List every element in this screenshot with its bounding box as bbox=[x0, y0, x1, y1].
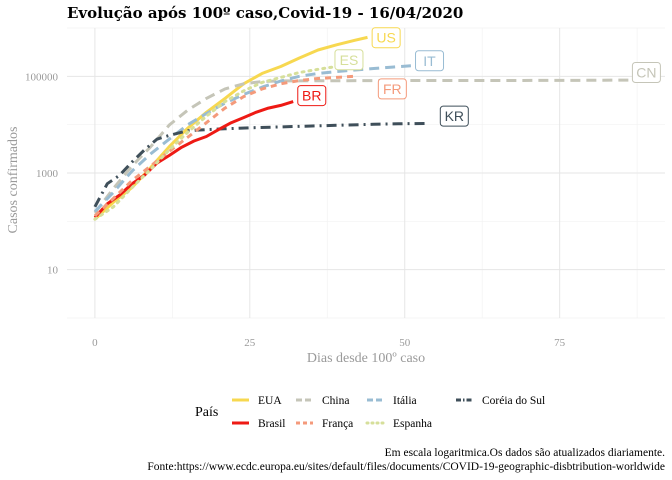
series-br-line bbox=[93, 100, 294, 219]
label-box bbox=[377, 78, 407, 100]
legend-label: China bbox=[322, 395, 349, 407]
legend-label: Espanha bbox=[393, 418, 432, 430]
legend-label: França bbox=[322, 418, 353, 430]
label-text: FR bbox=[383, 81, 402, 97]
legend-item: Brasil bbox=[232, 418, 285, 430]
x-tick-label: 50 bbox=[399, 337, 411, 349]
series-label-us: US bbox=[371, 27, 401, 49]
label-text: CN bbox=[636, 65, 656, 81]
label-text: BR bbox=[302, 88, 321, 104]
label-box bbox=[334, 49, 364, 71]
label-text: KR bbox=[445, 108, 464, 124]
series-label-es: ES bbox=[334, 49, 364, 71]
x-tick-label: 25 bbox=[244, 337, 256, 349]
legend-item: França bbox=[296, 418, 353, 430]
plot-grid bbox=[67, 27, 665, 319]
y-tick-label: 1000 bbox=[36, 168, 59, 180]
legend-item: Espanha bbox=[365, 418, 432, 430]
series-es-line bbox=[93, 63, 357, 221]
legend-label: EUA bbox=[258, 395, 282, 407]
series-label-br: BR bbox=[297, 85, 327, 107]
label-box bbox=[439, 105, 469, 127]
series-label-kr: KR bbox=[439, 105, 469, 127]
series-us-line bbox=[93, 35, 368, 221]
label-text: US bbox=[376, 30, 395, 46]
caption-line-1: Em escala logaritmica.Os dados são atual… bbox=[385, 447, 665, 459]
series-fr-line bbox=[93, 74, 356, 217]
label-box bbox=[371, 27, 401, 49]
series-layer bbox=[93, 35, 635, 221]
series-label-fr: FR bbox=[377, 78, 407, 100]
legend: País EUA China Itália Coréia do Sul Brasil Fr… bbox=[195, 395, 545, 430]
y-tick-label: 100000 bbox=[25, 71, 59, 83]
series-it-line bbox=[93, 64, 412, 213]
legend-item: Itália bbox=[367, 395, 417, 407]
legend-item: China bbox=[296, 395, 349, 407]
x-tick-label: 75 bbox=[554, 337, 566, 349]
label-box bbox=[631, 62, 661, 84]
legend-label: Itália bbox=[393, 395, 417, 407]
label-text: IT bbox=[423, 53, 436, 69]
label-box bbox=[415, 50, 445, 72]
y-axis-title: Casos confirmados bbox=[6, 127, 21, 234]
x-tick-label: 0 bbox=[92, 337, 98, 349]
series-labels: US CN IT KR BR FR ES bbox=[297, 27, 661, 127]
series-label-it: IT bbox=[415, 50, 445, 72]
series-cn-line bbox=[93, 78, 635, 214]
legend-title: País bbox=[195, 405, 218, 420]
series-kr-line bbox=[93, 121, 430, 208]
legend-item: EUA bbox=[232, 395, 282, 407]
chart-title: Evolução após 100º caso,Covid-19 - 16/04… bbox=[67, 4, 463, 22]
x-axis-ticks: 0 25 50 75 bbox=[92, 337, 566, 349]
x-axis-title: Dias desde 100º caso bbox=[307, 351, 425, 366]
caption-line-2: Fonte:https://www.ecdc.europa.eu/sites/d… bbox=[147, 461, 665, 473]
legend-label: Coréia do Sul bbox=[482, 395, 545, 407]
label-box bbox=[297, 85, 327, 107]
legend-item: Coréia do Sul bbox=[456, 395, 545, 407]
y-tick-label: 10 bbox=[47, 265, 59, 277]
legend-label: Brasil bbox=[258, 418, 285, 430]
y-axis-ticks: 10 1000 100000 bbox=[25, 71, 59, 276]
series-label-cn: CN bbox=[631, 62, 661, 84]
label-text: ES bbox=[340, 52, 359, 68]
